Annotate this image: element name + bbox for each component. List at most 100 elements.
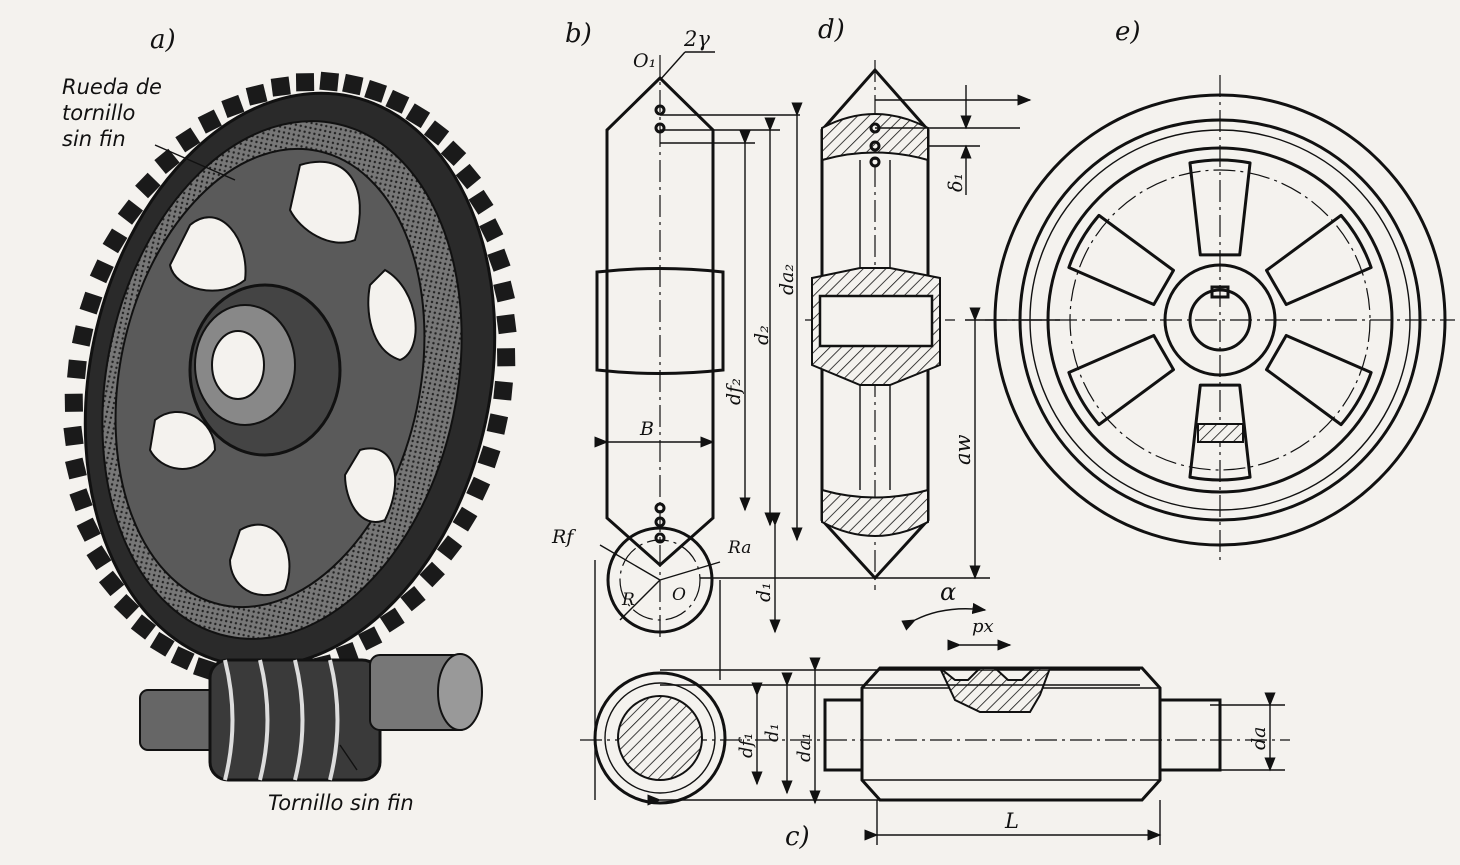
spoke-window	[1067, 333, 1175, 427]
dim-aw: aw	[951, 434, 975, 465]
wheel-caption-2: tornillo	[62, 101, 135, 125]
gear-tooth	[358, 626, 383, 651]
panel-d-label: d)	[818, 15, 845, 45]
dim-da2: da₂	[776, 264, 798, 295]
keyway	[1210, 285, 1230, 299]
gear-tooth	[455, 163, 482, 190]
worm-shaft-left	[823, 698, 864, 772]
gear-tooth	[245, 83, 268, 106]
panel-b-label: b)	[565, 19, 592, 49]
dim-b: B	[639, 418, 654, 440]
dim-o1: O₁	[633, 50, 656, 72]
dim-d1-b: d₁	[753, 582, 775, 602]
panel-e-label: e)	[1115, 17, 1141, 47]
panel-a-label: a)	[150, 25, 176, 55]
gear-tooth	[102, 228, 128, 254]
gear-tooth	[440, 140, 467, 167]
gear-tooth	[419, 561, 445, 588]
wheel-hub-profile	[595, 267, 725, 375]
rim-hatch-bottom	[821, 488, 929, 537]
worm-wheel-illustration	[63, 71, 517, 689]
bore-circle	[1188, 288, 1252, 352]
panel-c-worm: c) α px d₁ df₁ da₁ da L	[580, 560, 1290, 852]
spoke-windows	[1067, 158, 1373, 482]
gear-tooth	[149, 631, 175, 657]
rim-hatch-top	[821, 113, 929, 162]
gear-tooth	[405, 103, 431, 129]
panel-c-label: c)	[785, 822, 810, 852]
gear-tooth	[86, 545, 112, 571]
gear-tooth	[76, 517, 101, 542]
dim-2gamma: 2γ	[683, 27, 710, 51]
spoke-window	[1067, 213, 1175, 307]
wheel-rim-profile	[605, 75, 715, 568]
gear-tooth	[79, 291, 103, 315]
dim-df1: df₁	[736, 733, 757, 758]
gear-tooth	[89, 259, 114, 284]
spoke-window	[1265, 213, 1373, 307]
spoke-window	[1188, 383, 1252, 482]
gear-tooth	[496, 313, 517, 335]
dim-d2: d₂	[751, 325, 773, 345]
hub-circle	[1163, 263, 1277, 377]
gear-tooth	[319, 71, 340, 92]
gear-tooth	[479, 218, 504, 243]
worm-thread-hatch	[939, 667, 1052, 713]
gear-tooth	[98, 570, 125, 597]
gear-tooth	[63, 425, 84, 447]
gear-tooth	[342, 73, 364, 96]
gear-tooth	[400, 585, 426, 612]
worm-caption: Tornillo sin fin	[268, 791, 414, 815]
spoke-section-hatch	[1197, 423, 1244, 443]
outer-rim-circle	[993, 93, 1447, 547]
gear-tooth	[364, 80, 387, 103]
gear-tooth	[221, 94, 245, 118]
panel-e-front-view: e)	[985, 17, 1455, 560]
gear-tooth	[468, 189, 494, 215]
gear-tooth	[69, 488, 93, 512]
gear-tooth	[197, 109, 222, 134]
worm-end-hatch	[617, 695, 703, 781]
dim-o: O	[672, 585, 686, 605]
dim-r: R	[621, 590, 635, 610]
gear-tooth	[154, 148, 180, 175]
gear-tooth	[113, 593, 140, 620]
dim-px: px	[972, 616, 994, 637]
gear-tooth	[135, 172, 161, 199]
gear-tooth	[117, 199, 144, 225]
worm-shaft-right	[1158, 698, 1222, 772]
gear-tooth	[486, 413, 509, 435]
gear-tooth	[466, 476, 491, 501]
gear-tooth	[487, 248, 511, 272]
gear-tooth	[175, 127, 201, 153]
wheel-caption-1: Rueda de	[62, 75, 162, 99]
gear-tooth	[64, 393, 83, 412]
gear-tooth	[493, 280, 515, 303]
spoke-window	[1265, 333, 1373, 427]
gear-tooth	[497, 348, 516, 367]
dim-da: da	[1248, 727, 1270, 751]
dim-rf: Rf	[551, 526, 576, 548]
dim-ra: Ra	[727, 538, 751, 558]
gear-tooth	[493, 380, 513, 401]
panel-d-section: d) δ₁ aw	[700, 15, 1060, 590]
gear-tooth	[270, 76, 291, 97]
gear-tooth	[67, 359, 87, 380]
dim-d1-c: d₁	[762, 723, 783, 742]
gear-tooth	[65, 457, 87, 480]
gear-tooth	[452, 506, 478, 532]
dim-df2: df₂	[723, 378, 745, 405]
wheel-leader-line	[154, 144, 236, 181]
dim-l: L	[1004, 809, 1019, 833]
dim-da1: da₁	[794, 733, 815, 762]
worm-screw-illustration	[139, 653, 483, 782]
wheel-caption-3: sin fin	[62, 127, 126, 151]
gear-tooth	[379, 607, 405, 633]
worm-leader-line	[339, 744, 358, 771]
gear-tooth	[295, 73, 315, 92]
gear-tooth	[170, 646, 195, 671]
dim-alpha: α	[940, 578, 956, 606]
spoke-window	[1188, 158, 1252, 257]
